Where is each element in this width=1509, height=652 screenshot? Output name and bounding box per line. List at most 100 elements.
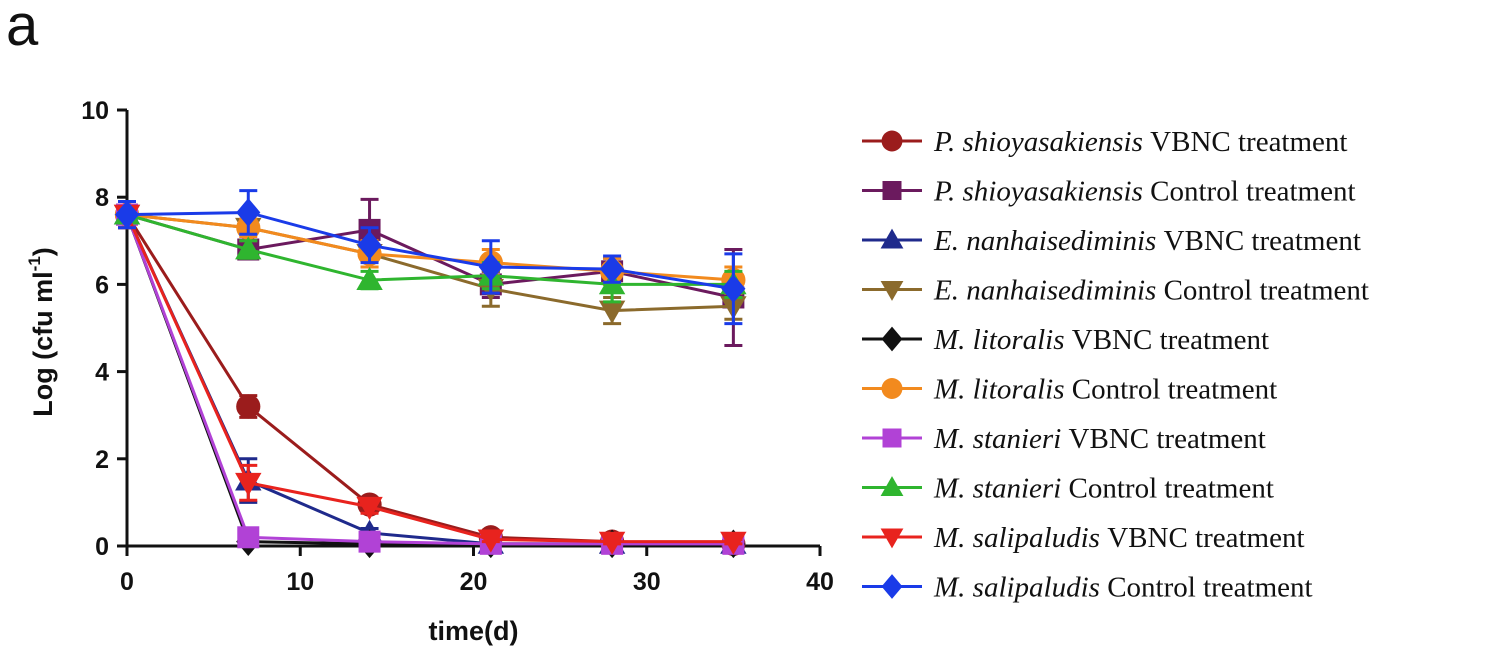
legend-label: M. litoralis VBNC treatment: [933, 324, 1269, 356]
legend-marker: [881, 130, 903, 152]
legend-item: M. stanieri VBNC treatment: [862, 423, 1266, 455]
legend-item: E. nanhaisediminis VBNC treatment: [862, 225, 1361, 257]
series-line: [125, 213, 734, 546]
legend-label: M. stanieri Control treatment: [933, 473, 1274, 505]
y-axis-title-close: ): [28, 247, 58, 256]
legend-species: P. shioyasakiensis: [933, 126, 1150, 158]
legend-species: M. salipaludis: [933, 522, 1107, 554]
legend-treatment: Control treatment: [1107, 572, 1312, 604]
legend-treatment: VBNC treatment: [1164, 225, 1361, 257]
plot-area: 0 2 4 6 8 10 0 10 20 30 40: [81, 97, 834, 596]
y-tick-label: 10: [81, 97, 109, 125]
series-line: [125, 214, 734, 546]
legend-treatment: VBNC treatment: [1072, 324, 1269, 356]
y-tick-label: 4: [95, 359, 109, 387]
data-point: [114, 200, 140, 229]
series-line: [125, 214, 734, 546]
y-axis-title-main: Log (cfu ml: [28, 271, 58, 416]
data-point: [478, 252, 503, 282]
legend-label: M. salipaludis VBNC treatment: [933, 522, 1305, 554]
legend-treatment: VBNC treatment: [1150, 126, 1347, 158]
legend-treatment: VBNC treatment: [1069, 423, 1266, 455]
legend-treatment: Control treatment: [1072, 374, 1277, 406]
panel-letter: a: [6, 0, 39, 58]
data-point: [721, 274, 746, 304]
legend-marker: [880, 280, 904, 301]
x-axis-title: time(d): [429, 616, 519, 646]
y-axis-title: Log (cfu ml-1): [25, 247, 58, 417]
series-line: [126, 210, 734, 291]
legend-species: E. nanhaisediminis: [933, 225, 1164, 257]
legend-marker: [881, 378, 903, 399]
legend-marker: [880, 228, 904, 249]
y-tick-label: 6: [95, 271, 109, 299]
legend-marker: [880, 528, 904, 549]
legend-item: M. salipaludis Control treatment: [862, 572, 1313, 604]
series-line: [126, 213, 734, 313]
series-5: [114, 200, 746, 559]
legend-species: M. salipaludis: [933, 572, 1107, 604]
y-axis-title-superscript: -1: [25, 256, 44, 271]
legend-item: M. salipaludis VBNC treatment: [862, 522, 1305, 554]
series-3: [113, 200, 747, 554]
legend-label: M. stanieri VBNC treatment: [933, 423, 1266, 455]
series-line: [126, 213, 734, 286]
legend-item: P. shioyasakiensis VBNC treatment: [862, 126, 1347, 158]
legend-marker: [882, 428, 902, 448]
legend-label: P. shioyasakiensis VBNC treatment: [933, 126, 1347, 158]
legend-species: M. litoralis: [933, 374, 1072, 406]
x-tick-label: 20: [460, 568, 488, 596]
legend-marker: [881, 326, 903, 352]
legend-label: P. shioyasakiensis Control treatment: [933, 176, 1356, 208]
data-point: [598, 531, 626, 555]
legend-species: M. stanieri: [933, 423, 1069, 455]
data-point: [237, 526, 260, 549]
legend-species: P. shioyasakiensis: [933, 176, 1150, 208]
data-point: [235, 472, 262, 496]
legend-item: M. litoralis Control treatment: [862, 374, 1277, 406]
data-point: [477, 529, 505, 553]
legend-treatment: Control treatment: [1069, 473, 1274, 505]
legend-label: M. salipaludis Control treatment: [933, 572, 1313, 604]
data-point: [358, 530, 381, 553]
x-tick-label: 30: [633, 568, 661, 596]
series-line: [125, 214, 734, 546]
series-8: [113, 200, 747, 304]
x-tick-label: 0: [120, 568, 134, 596]
series-line: [125, 214, 734, 544]
legend-item: P. shioyasakiensis Control treatment: [862, 176, 1356, 208]
legend-item: M. litoralis VBNC treatment: [862, 324, 1269, 356]
data-point: [357, 230, 382, 260]
data-point: [235, 236, 262, 260]
legend-marker: [882, 181, 902, 200]
x-tick-label: 40: [806, 568, 834, 596]
legend-treatment: VBNC treatment: [1107, 522, 1304, 554]
legend-species: E. nanhaisediminis: [933, 275, 1164, 307]
data-point: [236, 394, 261, 419]
legend-marker: [880, 476, 904, 497]
legend-item: M. stanieri Control treatment: [862, 473, 1274, 505]
x-tick-label: 10: [286, 568, 314, 596]
data-point: [600, 254, 625, 284]
legend-label: E. nanhaisediminis Control treatment: [933, 275, 1369, 307]
data-point: [356, 266, 383, 290]
y-tick-label: 8: [95, 184, 109, 212]
legend-marker: [881, 574, 903, 599]
y-tick-label: 0: [95, 533, 109, 561]
data-point: [598, 300, 626, 324]
data-point: [720, 531, 747, 555]
legend-treatment: Control treatment: [1164, 275, 1369, 307]
series-10: [114, 189, 746, 326]
series-4: [113, 200, 747, 326]
y-tick-label: 2: [95, 446, 109, 474]
legend-treatment: Control treatment: [1150, 176, 1355, 208]
legend-species: M. stanieri: [933, 473, 1069, 505]
legend-label: M. litoralis Control treatment: [933, 374, 1277, 406]
data-point: [236, 198, 261, 227]
legend-label: E. nanhaisediminis VBNC treatment: [933, 225, 1361, 257]
data-point: [356, 496, 383, 520]
legend-item: E. nanhaisediminis Control treatment: [862, 275, 1369, 307]
legend-species: M. litoralis: [933, 324, 1072, 356]
